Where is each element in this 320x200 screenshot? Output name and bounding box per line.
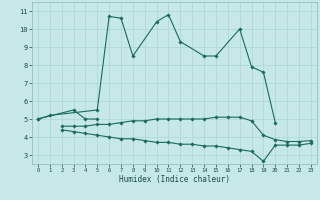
X-axis label: Humidex (Indice chaleur): Humidex (Indice chaleur) — [119, 175, 230, 184]
